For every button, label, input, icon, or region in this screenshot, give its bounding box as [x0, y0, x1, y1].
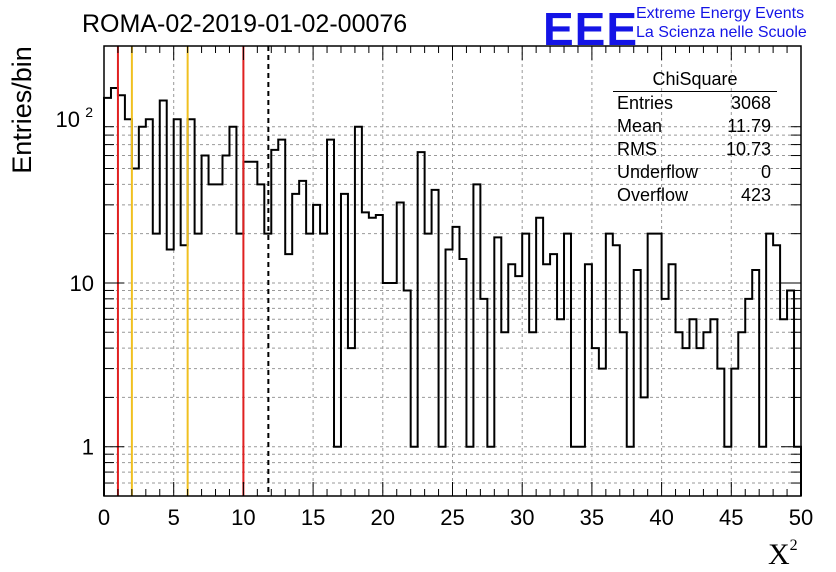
x-tick-label: 45: [719, 505, 743, 530]
stats-title: ChiSquare: [613, 68, 777, 92]
x-tick-label: 20: [371, 505, 395, 530]
y-tick-label: 10: [56, 107, 80, 132]
logo-caption: Extreme Energy Events La Scienza nelle S…: [636, 4, 807, 42]
y-tick-label: 10: [70, 271, 94, 296]
x-tick-label: 25: [440, 505, 464, 530]
stats-value: 3068: [730, 93, 771, 113]
x-tick-label: 15: [301, 505, 325, 530]
stats-row-underflow: Underflow 0: [613, 161, 777, 184]
x-tick-label: 50: [789, 505, 813, 530]
x-tick-label: 35: [580, 505, 604, 530]
stats-label: Mean: [617, 116, 663, 136]
x-tick-label: 10: [231, 505, 255, 530]
stats-row-overflow: Overflow 423: [613, 184, 777, 207]
stats-label: Entries: [617, 93, 674, 113]
stats-box: ChiSquare Entries 3068 Mean 11.79 RMS 10.73…: [613, 68, 777, 207]
logo-caption-line1: Extreme Energy Events: [636, 5, 805, 22]
x-tick-label: 5: [168, 505, 180, 530]
stats-label: RMS: [617, 139, 657, 159]
x-tick-label: 30: [510, 505, 534, 530]
eee-logo: EEE: [543, 3, 639, 55]
stats-row-rms: RMS 10.73: [613, 138, 777, 161]
x-tick-label: 0: [98, 505, 110, 530]
x-axis-label-main: Χ: [768, 538, 790, 571]
stats-value: 10.73: [725, 139, 771, 159]
stats-label: Underflow: [617, 162, 699, 182]
logo-caption-line2: La Scienza nelle Scuole: [636, 24, 807, 41]
stats-value: 11.79: [727, 116, 771, 136]
y-tick-label: 1: [82, 435, 94, 460]
x-tick-label: 40: [649, 505, 673, 530]
y-tick-label-sup: 2: [85, 104, 93, 120]
y-axis-label: Entries/bin: [7, 46, 37, 174]
stats-label: Overflow: [617, 185, 689, 205]
x-axis-label: Χ2: [768, 537, 798, 572]
stats-row-entries: Entries 3068: [613, 92, 777, 115]
stats-value: 0: [760, 162, 771, 182]
run-title: ROMA-02-2019-01-02-00076: [82, 10, 408, 38]
stats-value: 423: [740, 185, 771, 205]
histogram-bars: [103, 87, 802, 496]
x-axis-label-sup: 2: [789, 537, 798, 554]
stats-row-mean: Mean 11.79: [613, 115, 777, 138]
